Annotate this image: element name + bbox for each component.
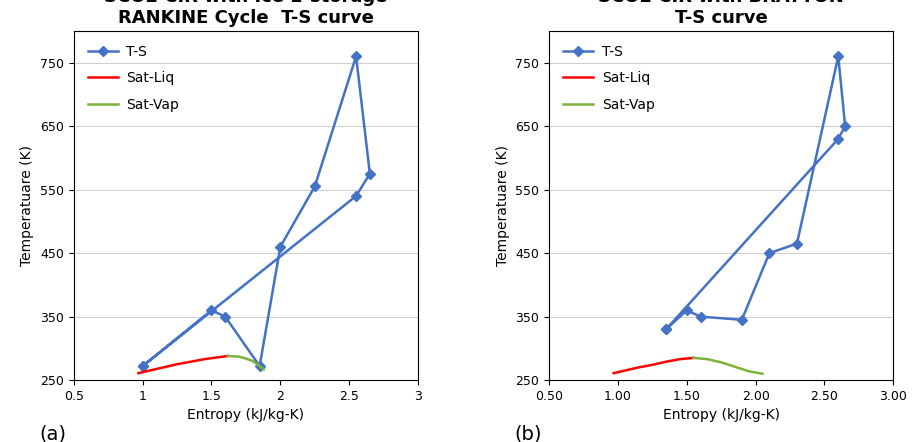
T-S xyxy=(833,53,844,59)
Sat-Vap xyxy=(223,353,234,358)
Sat-Vap xyxy=(729,364,740,370)
T-S xyxy=(660,327,671,332)
T-S xyxy=(736,317,747,323)
Title: SCO2 CIR with BRAYTON
T-S curve: SCO2 CIR with BRAYTON T-S curve xyxy=(599,0,844,27)
Sat-Vap xyxy=(254,363,265,369)
T-S xyxy=(274,244,286,249)
Sat-Vap xyxy=(757,371,768,377)
Y-axis label: Temperatuare (K): Temperatuare (K) xyxy=(495,145,509,266)
Sat-Vap xyxy=(688,355,699,361)
T-S xyxy=(365,171,376,176)
Sat-Liq xyxy=(199,357,210,362)
T-S xyxy=(764,251,775,256)
Line: Sat-Liq: Sat-Liq xyxy=(138,356,228,373)
Sat-Liq xyxy=(213,354,224,360)
X-axis label: Entropy (kJ/kg-K): Entropy (kJ/kg-K) xyxy=(187,408,304,423)
Sat-Vap xyxy=(240,356,251,361)
T-S xyxy=(791,241,802,246)
T-S xyxy=(309,184,321,189)
Sat-Liq xyxy=(223,353,234,358)
T-S xyxy=(206,308,217,313)
T-S xyxy=(351,193,362,198)
T-S xyxy=(660,327,671,332)
Text: (a): (a) xyxy=(40,424,66,442)
T-S xyxy=(833,136,844,141)
Sat-Vap xyxy=(247,358,258,364)
Line: Sat-Vap: Sat-Vap xyxy=(228,356,263,370)
T-S xyxy=(351,53,362,59)
Sat-Liq xyxy=(185,359,196,364)
X-axis label: Entropy (kJ/kg-K): Entropy (kJ/kg-K) xyxy=(663,408,780,423)
T-S xyxy=(137,363,148,369)
T-S xyxy=(695,314,706,319)
Line: Sat-Liq: Sat-Liq xyxy=(613,358,694,373)
Sat-Liq xyxy=(608,370,619,376)
Sat-Liq xyxy=(144,368,155,373)
T-S xyxy=(682,308,693,313)
Sat-Liq xyxy=(171,362,182,367)
Sat-Liq xyxy=(133,370,144,376)
Sat-Vap xyxy=(233,354,244,359)
Line: T-S: T-S xyxy=(662,53,848,333)
T-S xyxy=(220,314,231,319)
Text: (b): (b) xyxy=(515,424,542,442)
Sat-Liq xyxy=(619,368,630,373)
Sat-Liq xyxy=(647,362,658,368)
Y-axis label: Temperatuare (K): Temperatuare (K) xyxy=(20,145,34,266)
Sat-Vap xyxy=(258,367,269,372)
Line: T-S: T-S xyxy=(139,53,373,370)
Sat-Liq xyxy=(674,357,685,362)
Legend: T-S, Sat-Liq, Sat-Vap: T-S, Sat-Liq, Sat-Vap xyxy=(81,38,186,119)
T-S xyxy=(254,363,265,369)
Legend: T-S, Sat-Liq, Sat-Vap: T-S, Sat-Liq, Sat-Vap xyxy=(556,38,661,119)
Sat-Liq xyxy=(157,365,169,370)
Line: Sat-Vap: Sat-Vap xyxy=(694,358,763,374)
T-S xyxy=(840,123,851,129)
Title: SCO2 CIR with Ice E-storage
RANKINE Cycle  T-S curve: SCO2 CIR with Ice E-storage RANKINE Cycl… xyxy=(104,0,388,27)
Sat-Liq xyxy=(688,355,699,361)
Sat-Liq xyxy=(633,365,644,370)
Sat-Liq xyxy=(660,359,671,364)
Sat-Vap xyxy=(702,357,713,362)
Sat-Vap xyxy=(743,369,754,374)
T-S xyxy=(137,363,148,369)
Sat-Vap xyxy=(716,360,727,365)
